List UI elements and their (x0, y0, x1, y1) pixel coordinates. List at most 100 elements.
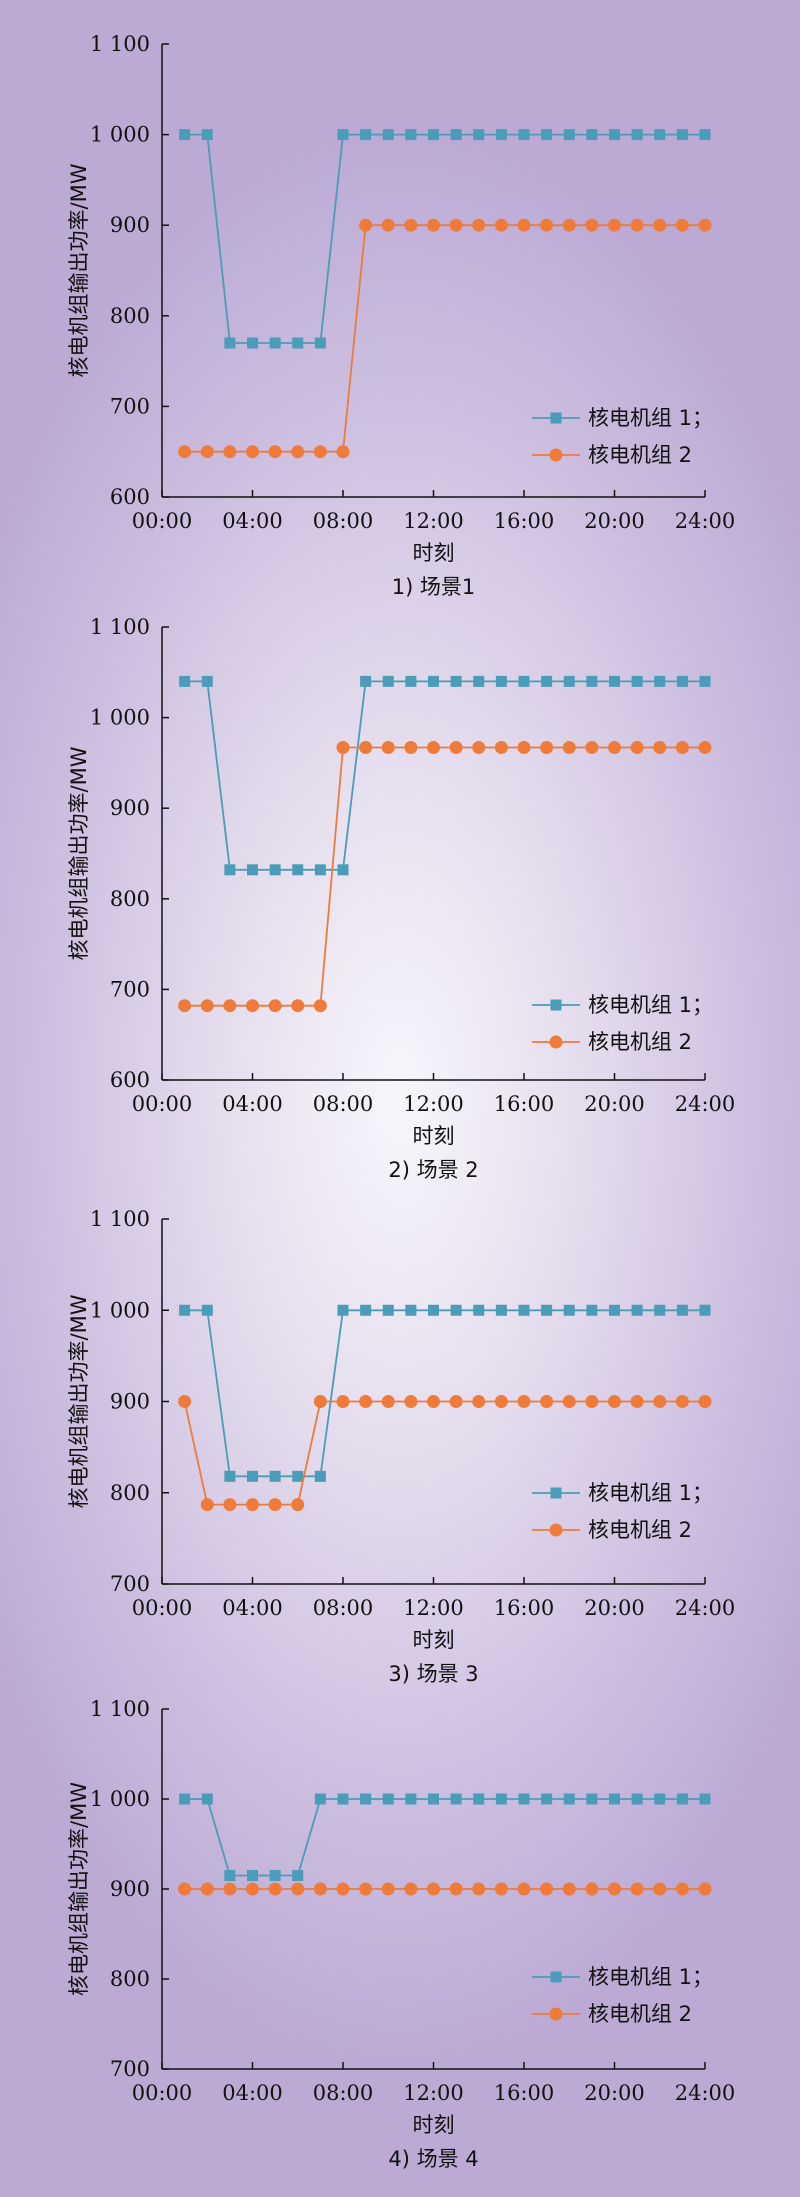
data-point-series-2 (291, 445, 305, 459)
data-point-series-1 (450, 129, 462, 141)
data-point-series-2 (313, 1882, 327, 1896)
x-tick-label: 12:00 (403, 1596, 464, 1620)
y-tick-label: 700 (110, 394, 150, 418)
data-point-series-1 (609, 1793, 620, 1805)
data-point-series-1 (337, 864, 349, 876)
x-tick-label: 12:00 (403, 509, 464, 533)
data-point-series-2 (698, 218, 712, 232)
data-point-series-1 (337, 129, 349, 141)
data-point-series-1 (382, 1304, 394, 1316)
data-point-series-2 (630, 1395, 644, 1408)
data-point-series-1 (247, 864, 258, 876)
data-point-series-1 (631, 1304, 643, 1316)
data-point-series-1 (450, 675, 462, 687)
data-point-series-1 (631, 1793, 643, 1805)
data-point-series-2 (494, 1882, 508, 1896)
y-tick-label: 1 000 (90, 1787, 150, 1811)
chart-caption: 1) 场景1 (392, 575, 476, 599)
data-point-series-2 (381, 1882, 395, 1896)
data-point-series-2 (427, 1395, 440, 1408)
data-point-series-1 (631, 129, 643, 141)
data-point-series-2 (517, 1395, 531, 1408)
data-point-series-2 (540, 1395, 554, 1408)
data-point-series-2 (562, 218, 576, 232)
data-point-series-1 (269, 864, 281, 876)
data-point-series-2 (675, 1882, 689, 1896)
data-point-series-1 (676, 675, 688, 687)
data-point-series-1 (292, 337, 304, 349)
data-point-series-2 (675, 740, 689, 754)
data-point-series-2 (653, 1882, 667, 1896)
data-point-series-2 (246, 1882, 259, 1896)
data-point-series-1 (269, 1870, 281, 1881)
x-axis-title: 时刻 (413, 2113, 455, 2137)
data-point-series-2 (404, 1882, 418, 1896)
x-tick-label: 24:00 (675, 1092, 736, 1116)
data-point-series-2 (313, 999, 327, 1013)
data-point-series-1 (405, 1793, 417, 1805)
data-point-series-2 (268, 445, 282, 459)
data-point-series-2 (494, 740, 508, 754)
data-point-series-1 (473, 1304, 485, 1316)
data-point-series-1 (699, 129, 711, 141)
x-axis-title: 时刻 (413, 1628, 455, 1652)
data-point-series-2 (178, 1882, 192, 1896)
data-point-series-1 (201, 1304, 213, 1316)
data-point-series-1 (676, 1304, 688, 1316)
y-tick-label: 1 000 (90, 1298, 150, 1322)
data-point-series-1 (314, 1470, 326, 1482)
data-point-series-1 (292, 864, 304, 876)
data-point-series-1 (450, 1304, 462, 1316)
data-point-series-1 (179, 1304, 191, 1316)
data-point-series-1 (654, 1304, 666, 1316)
data-point-series-1 (224, 1470, 236, 1482)
data-point-series-2 (585, 1395, 599, 1408)
data-point-series-2 (585, 740, 599, 754)
data-point-series-2 (562, 1395, 576, 1408)
data-point-series-2 (313, 445, 327, 459)
data-point-series-1 (337, 1304, 349, 1316)
data-point-series-2 (268, 1882, 282, 1896)
legend-label-1: 核电机组 1； (588, 406, 713, 430)
data-point-series-1 (609, 1304, 620, 1316)
y-tick-label: 800 (110, 1967, 150, 1991)
y-tick-label: 900 (110, 1877, 150, 1901)
x-tick-label: 20:00 (584, 1092, 645, 1116)
data-point-series-1 (586, 1793, 598, 1805)
data-point-series-1 (360, 1793, 372, 1805)
data-point-series-1 (405, 675, 417, 687)
data-point-series-1 (541, 1304, 553, 1316)
data-point-series-2 (472, 740, 486, 754)
data-point-series-2 (359, 740, 373, 754)
legend-marker-2 (549, 1523, 563, 1537)
data-point-series-1 (247, 1870, 258, 1881)
data-point-series-2 (630, 1882, 644, 1896)
data-point-series-1 (586, 129, 598, 141)
y-tick-label: 1 000 (90, 123, 150, 147)
data-point-series-1 (360, 1304, 372, 1316)
data-point-series-2 (404, 740, 418, 754)
x-tick-label: 16:00 (494, 1092, 555, 1116)
data-point-series-1 (609, 675, 620, 687)
data-point-series-1 (518, 1793, 530, 1805)
x-tick-label: 04:00 (222, 2081, 283, 2105)
data-point-series-2 (246, 999, 259, 1013)
data-point-series-1 (450, 1793, 462, 1805)
data-point-series-2 (223, 1498, 237, 1512)
data-point-series-1 (495, 1793, 507, 1805)
data-point-series-1 (518, 129, 530, 141)
data-point-series-1 (382, 1793, 394, 1805)
data-point-series-1 (518, 1304, 530, 1316)
y-tick-label: 800 (110, 304, 150, 328)
data-point-series-2 (562, 1882, 576, 1896)
chart-caption: 2) 场景 2 (388, 1158, 478, 1182)
data-point-series-2 (562, 740, 576, 754)
data-point-series-2 (540, 218, 554, 232)
data-point-series-2 (472, 1882, 486, 1896)
data-point-series-2 (472, 218, 486, 232)
data-point-series-2 (291, 999, 305, 1013)
data-point-series-2 (427, 218, 440, 232)
series-line-1 (184, 1309, 705, 1478)
data-point-series-2 (313, 1395, 327, 1408)
data-point-series-2 (494, 1395, 508, 1408)
